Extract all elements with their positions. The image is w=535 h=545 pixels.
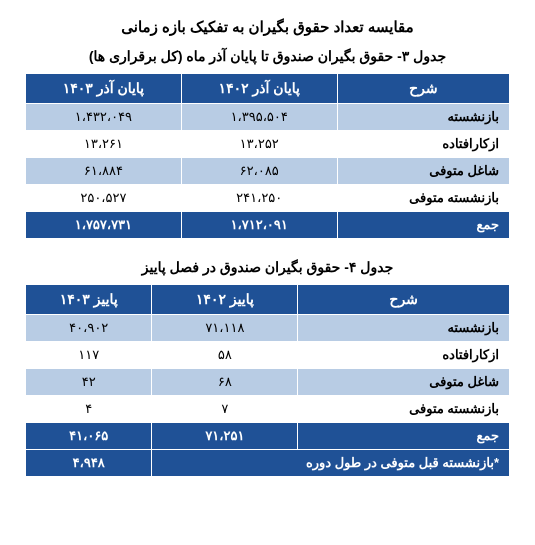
main-title: مقایسه تعداد حقوق بگیران به تفکیک بازه ز… bbox=[25, 18, 510, 36]
total-1403: ۴۱،۰۶۵ bbox=[26, 423, 152, 450]
total-1403: ۱،۷۵۷،۷۳۱ bbox=[26, 212, 182, 239]
row-val-1403: ۶۱،۸۸۴ bbox=[26, 158, 182, 185]
row-val-1403: ۲۵۰،۵۲۷ bbox=[26, 185, 182, 212]
row-val-1403: ۴ bbox=[26, 396, 152, 423]
table-total-row: جمع ۱،۷۱۲،۰۹۱ ۱،۷۵۷،۷۳۱ bbox=[26, 212, 510, 239]
row-val-1402: ۶۸ bbox=[152, 369, 298, 396]
table-row: ازکارافتاده ۱۳،۲۵۲ ۱۳،۲۶۱ bbox=[26, 131, 510, 158]
footnote-value: ۴،۹۴۸ bbox=[26, 450, 152, 477]
t3-header-desc: شرح bbox=[337, 74, 509, 104]
footnote-row: *بازنشسته قبل متوفی در طول دوره ۴،۹۴۸ bbox=[26, 450, 510, 477]
table-4: شرح پاییز ۱۴۰۲ پاییز ۱۴۰۳ بازنشسته ۷۱،۱۱… bbox=[25, 284, 510, 477]
table-row: بازنشسته ۱،۳۹۵،۵۰۴ ۱،۴۳۲،۰۴۹ bbox=[26, 104, 510, 131]
row-val-1402: ۶۲،۰۸۵ bbox=[181, 158, 337, 185]
row-label: ازکارافتاده bbox=[298, 342, 510, 369]
row-label: بازنشسته متوفی bbox=[298, 396, 510, 423]
table-row: شاغل متوفی ۶۸ ۴۲ bbox=[26, 369, 510, 396]
table-row: بازنشسته متوفی ۲۴۱،۲۵۰ ۲۵۰،۵۲۷ bbox=[26, 185, 510, 212]
t4-header-desc: شرح bbox=[298, 285, 510, 315]
row-label: بازنشسته متوفی bbox=[337, 185, 509, 212]
table-row: ازکارافتاده ۵۸ ۱۱۷ bbox=[26, 342, 510, 369]
total-label: جمع bbox=[298, 423, 510, 450]
row-label: ازکارافتاده bbox=[337, 131, 509, 158]
row-val-1403: ۱۳،۲۶۱ bbox=[26, 131, 182, 158]
total-1402: ۷۱،۲۵۱ bbox=[152, 423, 298, 450]
table-3-caption: جدول ۳- حقوق بگیران صندوق تا پایان آذر م… bbox=[25, 48, 510, 65]
row-val-1402: ۲۴۱،۲۵۰ bbox=[181, 185, 337, 212]
table-row: بازنشسته متوفی ۷ ۴ bbox=[26, 396, 510, 423]
footnote-label: *بازنشسته قبل متوفی در طول دوره bbox=[152, 450, 510, 477]
t3-header-1402: پایان آذر ۱۴۰۲ bbox=[181, 74, 337, 104]
row-val-1402: ۷۱،۱۱۸ bbox=[152, 315, 298, 342]
t4-header-1402: پاییز ۱۴۰۲ bbox=[152, 285, 298, 315]
row-val-1402: ۱،۳۹۵،۵۰۴ bbox=[181, 104, 337, 131]
row-val-1402: ۱۳،۲۵۲ bbox=[181, 131, 337, 158]
row-val-1403: ۱۱۷ bbox=[26, 342, 152, 369]
row-val-1402: ۷ bbox=[152, 396, 298, 423]
total-label: جمع bbox=[337, 212, 509, 239]
t3-header-1403: پایان آذر ۱۴۰۳ bbox=[26, 74, 182, 104]
table-row: شاغل متوفی ۶۲،۰۸۵ ۶۱،۸۸۴ bbox=[26, 158, 510, 185]
table-3: شرح پایان آذر ۱۴۰۲ پایان آذر ۱۴۰۳ بازنشس… bbox=[25, 73, 510, 239]
row-val-1402: ۵۸ bbox=[152, 342, 298, 369]
row-val-1403: ۴۰،۹۰۲ bbox=[26, 315, 152, 342]
row-label: شاغل متوفی bbox=[337, 158, 509, 185]
t4-header-1403: پاییز ۱۴۰۳ bbox=[26, 285, 152, 315]
total-1402: ۱،۷۱۲،۰۹۱ bbox=[181, 212, 337, 239]
table-row: بازنشسته ۷۱،۱۱۸ ۴۰،۹۰۲ bbox=[26, 315, 510, 342]
table-total-row: جمع ۷۱،۲۵۱ ۴۱،۰۶۵ bbox=[26, 423, 510, 450]
table-4-caption: جدول ۴- حقوق بگیران صندوق در فصل پاییز bbox=[25, 259, 510, 276]
row-val-1403: ۱،۴۳۲،۰۴۹ bbox=[26, 104, 182, 131]
row-label: بازنشسته bbox=[337, 104, 509, 131]
row-label: شاغل متوفی bbox=[298, 369, 510, 396]
row-label: بازنشسته bbox=[298, 315, 510, 342]
row-val-1403: ۴۲ bbox=[26, 369, 152, 396]
